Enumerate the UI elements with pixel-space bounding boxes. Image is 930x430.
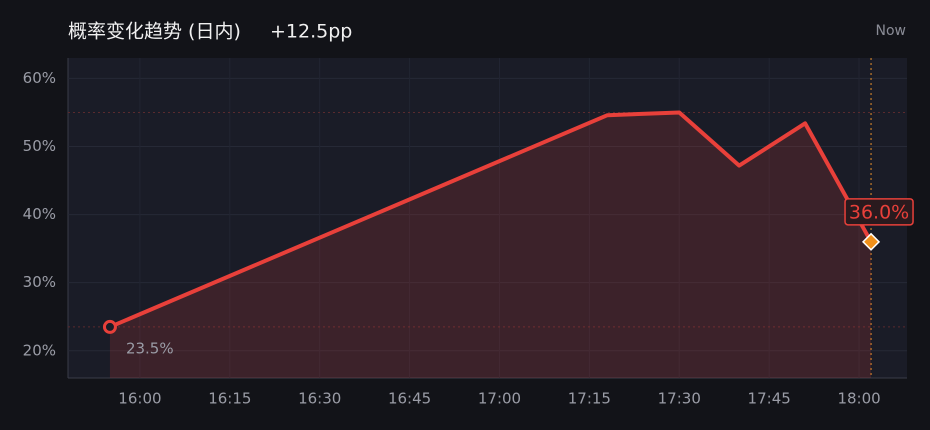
- y-tick-label: 60%: [23, 69, 56, 87]
- value-label: 36.0%: [849, 201, 909, 223]
- end-marker: [861, 232, 881, 251]
- y-tick-label: 50%: [23, 137, 56, 155]
- x-tick-label: 16:45: [388, 390, 431, 408]
- value-label-box: [844, 198, 914, 226]
- x-tick-label: 17:45: [748, 390, 791, 408]
- line: [109, 110, 873, 329]
- x-tick-label: 16:30: [298, 390, 341, 408]
- x-tick-label: 17:00: [478, 390, 521, 408]
- change-label: +12.5pp: [270, 21, 352, 43]
- x-tick-label: 16:15: [208, 390, 251, 408]
- start-marker: [102, 319, 117, 334]
- chart-title: 概率变化趋势 (日内): [68, 21, 241, 43]
- x-tick-label: 16:00: [118, 390, 161, 408]
- plot-area: [68, 58, 907, 378]
- now-label: Now: [876, 23, 907, 39]
- area: [109, 112, 872, 379]
- x-tick-label: 17:30: [658, 390, 701, 408]
- value-label: 23.5%: [126, 339, 174, 357]
- y-tick-label: 30%: [23, 273, 56, 291]
- y-tick-label: 40%: [23, 205, 56, 223]
- x-tick-label: 18:00: [837, 390, 880, 408]
- x-tick-label: 17:15: [568, 390, 611, 408]
- y-tick-label: 20%: [23, 341, 56, 359]
